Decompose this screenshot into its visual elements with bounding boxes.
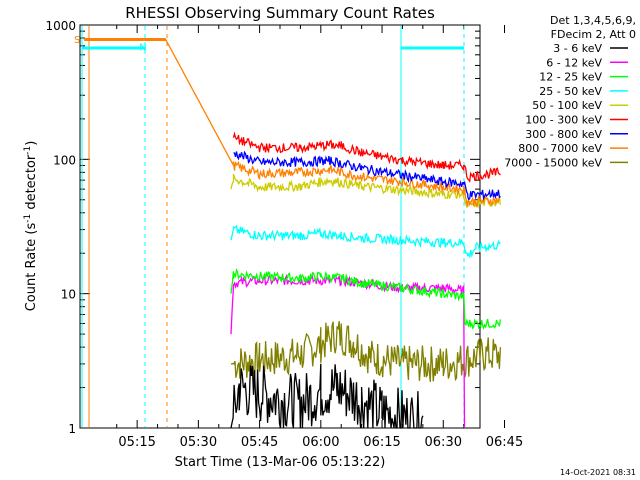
x-tick-label: 06:30 bbox=[425, 435, 462, 450]
legend-entry-label: 12 - 25 keV bbox=[539, 71, 602, 84]
plot-area: 1 10 100 1000 05:15 05:30 05:45 06:00 06:15 06:30… bbox=[45, 19, 523, 450]
annotations: SN bbox=[74, 35, 147, 54]
series-line bbox=[230, 224, 501, 259]
series-line bbox=[230, 363, 424, 429]
chart-title: RHESSI Observing Summary Count Rates bbox=[125, 4, 435, 22]
y-axis-label-part: detector bbox=[24, 154, 39, 214]
series-line bbox=[230, 267, 502, 330]
legend-header-line-1: Det 1,3,4,5,6,9, bbox=[550, 14, 636, 27]
x-tick-label: 05:15 bbox=[118, 435, 155, 450]
legend-entry-label: 100 - 300 keV bbox=[525, 114, 602, 127]
x-tick-label: 06:45 bbox=[486, 435, 523, 450]
series-lines bbox=[84, 37, 502, 429]
x-tick-label: 05:45 bbox=[241, 435, 278, 450]
x-tick-label: 06:15 bbox=[363, 435, 400, 450]
legend: Det 1,3,4,5,6,9, FDecim 2, Att 0 3 - 6 k… bbox=[504, 14, 636, 169]
series-line bbox=[230, 321, 502, 382]
axis-ticks: 1 10 100 1000 05:15 05:30 05:45 06:00 06:15 06:30… bbox=[45, 19, 523, 450]
y-tick-label: 1000 bbox=[45, 19, 76, 33]
legend-entry-label: 7000 - 15000 keV bbox=[504, 156, 602, 169]
series-line bbox=[232, 131, 501, 183]
legend-header-line-2: FDecim 2, Att 0 bbox=[551, 28, 636, 41]
y-axis-label: Count Rate (s-1 detector-1) bbox=[23, 141, 39, 312]
x-tick-label: 06:00 bbox=[302, 435, 339, 450]
legend-entry-label: 25 - 50 keV bbox=[539, 85, 602, 98]
legend-entry-label: 800 - 7000 keV bbox=[518, 142, 602, 155]
legend-entry-label: 300 - 800 keV bbox=[525, 128, 602, 141]
x-axis-label: Start Time (13-Mar-06 05:13:22) bbox=[175, 455, 386, 470]
plot-frame bbox=[79, 24, 481, 429]
y-tick-label: 100 bbox=[53, 153, 76, 167]
annotation-label: S bbox=[74, 35, 80, 46]
series-line bbox=[230, 173, 502, 209]
legend-entry-label: 50 - 100 keV bbox=[532, 99, 602, 112]
legend-entry-label: 6 - 12 keV bbox=[546, 56, 602, 69]
series-line bbox=[233, 150, 501, 201]
annotation-label: N bbox=[139, 43, 146, 54]
footer-timestamp: 14-Oct-2021 08:31 bbox=[560, 468, 636, 477]
legend-entry-label: 3 - 6 keV bbox=[553, 42, 602, 55]
y-tick-label: 1 bbox=[68, 422, 76, 436]
event-markers bbox=[81, 26, 465, 427]
y-axis-label-part: -1 bbox=[23, 146, 33, 155]
x-tick-label: 05:30 bbox=[180, 435, 217, 450]
y-axis-label-part: -1 bbox=[23, 214, 33, 223]
y-axis-label-part: ) bbox=[24, 141, 39, 146]
y-axis-label-part: Count Rate (s bbox=[24, 223, 39, 312]
y-tick-label: 10 bbox=[61, 288, 76, 302]
